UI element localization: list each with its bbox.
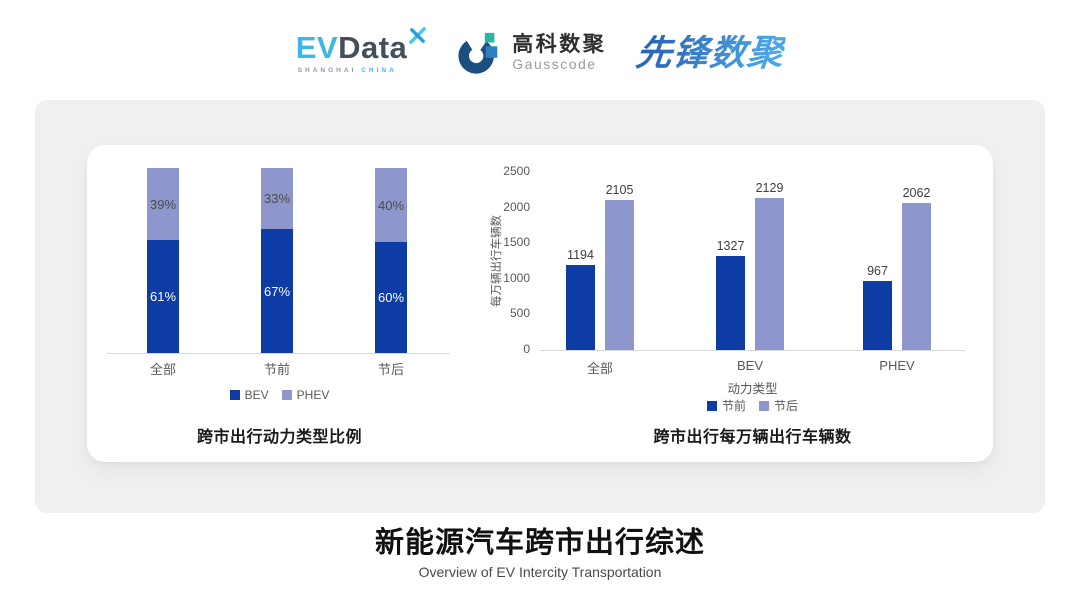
- segment-value-label: 60%: [377, 290, 405, 305]
- evdata-data-text: Data: [338, 30, 408, 65]
- legend-label: 节后: [774, 399, 799, 413]
- report-card: 39% 61% 全部 33% 67% 节前 40% 60% 节后 BEV PHEV 跨市出行动力类…: [35, 100, 1045, 513]
- page-title: 新能源汽车跨市出行综述: [374, 527, 705, 559]
- footer: 新能源汽车跨市出行综述 Overview of EV Intercity Tra…: [0, 524, 1080, 580]
- segment-value-label: 40%: [377, 197, 405, 213]
- bar-节前: [566, 265, 595, 350]
- bar-segment-phev: 40%: [375, 168, 407, 242]
- per10k-trips-chart: 每万辆出行车辆数 0 500 1000 1500 2000 2500 1194 2105 全部…: [482, 145, 993, 462]
- bar-with-label: 2129: [755, 181, 784, 350]
- charts-panel: 39% 61% 全部 33% 67% 节前 40% 60% 节后 BEV PHEV 跨市出行动力类…: [87, 145, 993, 462]
- gausscode-wordmark: 高科数聚 Gausscode: [512, 34, 606, 72]
- evdata-tagline: SHANGHAI CHINA: [296, 67, 397, 74]
- gausscode-logo: 高科数聚 Gausscode: [457, 29, 606, 77]
- evdata-spark-icon: [409, 27, 427, 44]
- logo-bar: EV Data SHANGHAI CHINA 高科数聚 Gausscode: [0, 22, 1080, 84]
- bar-节前: [863, 281, 892, 350]
- gausscode-logo-icon: [458, 32, 498, 74]
- right-x-axis-label: 动力类型: [727, 382, 778, 396]
- bar-节前: [716, 255, 745, 350]
- category-label: 全部: [149, 362, 176, 377]
- category-label: BEV: [736, 358, 763, 373]
- bar-segment-bev: 61%: [147, 240, 179, 353]
- segment-value-label: 67%: [263, 283, 291, 299]
- left-chart-title: 跨市出行动力类型比例: [196, 429, 362, 446]
- bar-value-label: 1327: [716, 238, 745, 253]
- power-type-ratio-chart: 39% 61% 全部 33% 67% 节前 40% 60% 节后 BEV PHEV 跨市出行动力类…: [87, 145, 472, 462]
- bar-with-label: 1327: [716, 238, 745, 350]
- left-legend: BEV PHEV: [107, 388, 452, 402]
- bar-value-label: 1194: [567, 248, 594, 262]
- bar-value-label: 967: [867, 264, 888, 279]
- bar-value-label: 2129: [755, 181, 784, 196]
- bar-segment-phev: 39%: [147, 168, 179, 241]
- left-x-axis-line: [107, 353, 450, 354]
- legend-item: PHEV: [281, 388, 330, 402]
- y-tick-label: 0: [523, 342, 530, 356]
- legend-swatch-icon: [229, 390, 240, 400]
- right-chart-title: 跨市出行每万辆出行车辆数: [653, 429, 852, 446]
- legend-swatch-icon: [759, 400, 769, 411]
- bar-with-label: 2105: [605, 183, 634, 350]
- legend-label: PHEV: [296, 388, 330, 402]
- bar-segment-phev: 33%: [261, 168, 293, 230]
- legend-swatch-icon: [706, 400, 717, 411]
- y-tick-label: 1500: [503, 235, 530, 250]
- right-x-axis-line: [540, 350, 965, 351]
- y-tick-label: 2000: [503, 199, 530, 214]
- bar-with-label: 967: [863, 264, 892, 350]
- stacked-bar: 33% 67%: [261, 168, 293, 353]
- bar-group: 1327 2129: [690, 145, 810, 350]
- stacked-bar: 40% 60%: [375, 168, 407, 353]
- evdata-ev-text: EV: [295, 30, 339, 65]
- legend-label: 节前: [721, 399, 746, 413]
- y-tick-label: 1000: [503, 270, 530, 285]
- y-tick-label: 2500: [503, 164, 530, 178]
- bar-group: 967 2062: [837, 145, 957, 350]
- segment-value-label: 39%: [149, 196, 177, 212]
- bar-segment-bev: 60%: [375, 242, 407, 353]
- right-legend: 节前 节后: [540, 397, 965, 414]
- category-label: 节前: [263, 362, 290, 377]
- legend-item: BEV: [229, 388, 269, 402]
- pioneer-logo: 先锋数聚: [634, 32, 787, 73]
- stacked-bar: 39% 61%: [147, 168, 179, 353]
- segment-value-label: 33%: [263, 191, 291, 207]
- evdata-shanghai-text: SHANGHAI: [297, 67, 357, 74]
- bar-with-label: 2062: [902, 186, 931, 350]
- bar-segment-bev: 67%: [261, 229, 293, 353]
- bar-value-label: 2105: [605, 183, 634, 198]
- legend-item: 节前: [706, 397, 746, 414]
- right-y-axis-ticks: 0 500 1000 1500 2000 2500: [482, 145, 530, 365]
- category-label: 节后: [377, 362, 404, 377]
- category-label: 全部: [586, 361, 613, 376]
- bar-with-label: 1194: [566, 248, 595, 350]
- bar-group: 1194 2105: [540, 145, 660, 350]
- page-subtitle: Overview of EV Intercity Transportation: [418, 564, 662, 580]
- gausscode-cn-text: 高科数聚: [512, 33, 607, 57]
- evdata-logo: EV Data SHANGHAI CHINA: [295, 27, 428, 74]
- evdata-wordmark: EV Data: [295, 27, 428, 65]
- bar-节后: [755, 198, 784, 350]
- bar-节后: [605, 200, 634, 350]
- legend-item: 节后: [759, 397, 798, 414]
- category-label: PHEV: [879, 358, 915, 373]
- segment-value-label: 61%: [149, 289, 177, 305]
- bar-value-label: 2062: [902, 186, 931, 201]
- legend-label: BEV: [244, 388, 269, 402]
- y-tick-label: 500: [509, 306, 530, 321]
- gausscode-en-text: Gausscode: [512, 56, 597, 73]
- legend-swatch-icon: [281, 390, 292, 400]
- bar-节后: [902, 203, 931, 350]
- evdata-china-text: CHINA: [361, 67, 397, 74]
